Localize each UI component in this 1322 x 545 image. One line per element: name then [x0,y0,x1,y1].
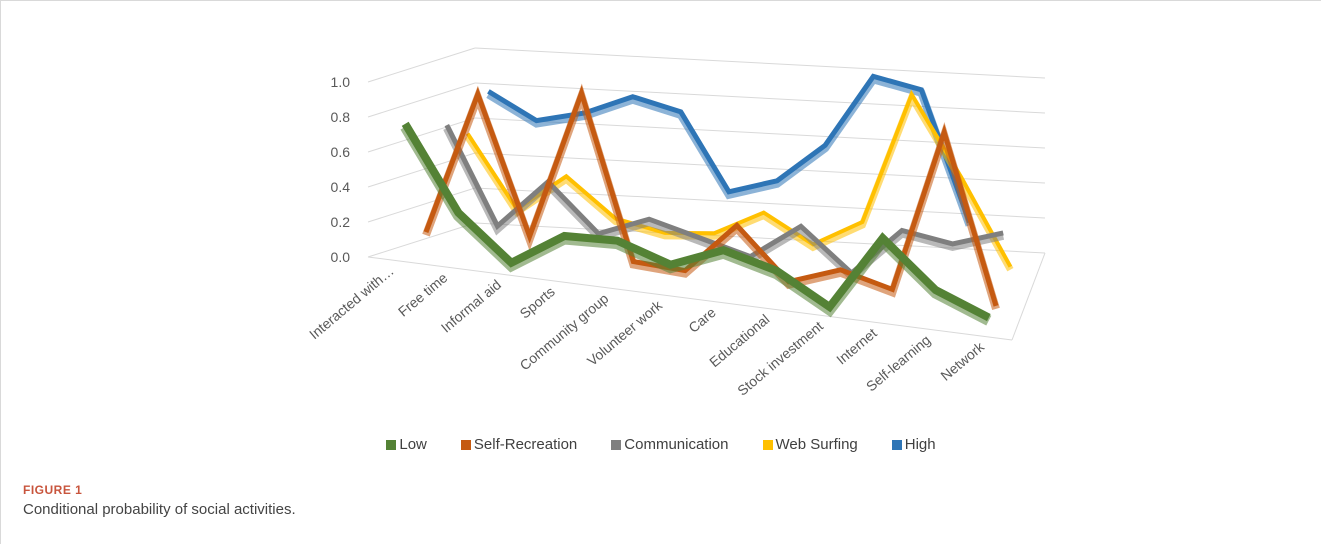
gridline-wall [367,117,476,153]
legend-swatch [891,439,902,450]
gridline-back [474,187,1046,219]
legend-swatch [762,439,773,450]
floor-front-edge [367,256,1013,341]
legend-swatch [611,439,622,450]
legend-label: Low [399,436,427,453]
legend-swatch [460,439,471,450]
y-tick-label: 0.8 [331,109,351,125]
legend-label: Self-Recreation [473,436,578,453]
gridline-back [474,47,1046,79]
legend-label: High [904,436,936,453]
x-tick-label: Care [685,304,719,336]
x-tick-label: Internet [833,325,880,368]
series-line [487,73,972,224]
y-tick-label: 0.0 [331,249,351,265]
legend-item: High [891,436,936,453]
legend-label: Web Surfing [775,436,858,453]
gridline-wall [367,82,476,118]
x-tick-label: Network [937,338,987,384]
y-tick-label: 0.4 [331,179,351,195]
figure-label: FIGURE 1 [23,483,83,497]
legend-item: Self-Recreation [460,436,578,453]
gridline-back [474,82,1046,114]
gridlines [367,47,1046,341]
gridline-wall [367,187,476,223]
y-tick-label: 1.0 [331,74,351,90]
chart-plot: 0.0 0.2 0.4 0.6 0.8 1.0 Interacted with…Free … [306,47,1046,399]
series-line-shadow [486,74,974,227]
series-line [465,89,1013,268]
legend-item: Web Surfing [762,436,858,453]
legend-item: Low [386,436,427,453]
gridline-wall [367,47,476,83]
series-lines [400,73,1014,326]
y-tick-label: 0.6 [331,144,351,160]
gridline-wall [367,222,476,258]
figure-caption-text: Conditional probability of social activi… [23,501,296,518]
y-tick-label: 0.2 [331,214,351,230]
x-tick-label: Sports [516,283,557,321]
x-tick-label: Free time [395,269,451,319]
chart-legend: Low Self-Recreation Communication Web Surfi… [0,436,1322,453]
figure-caption: FIGURE 1 Conditional probability of soci… [23,483,296,518]
series-line [401,121,991,322]
x-tick-label: Informal aid [438,276,504,335]
legend-label: Communication [624,436,729,453]
y-axis-ticks: 0.0 0.2 0.4 0.6 0.8 1.0 [331,74,351,265]
x-tick-label: Interacted with… [306,262,397,342]
legend-swatch [386,439,397,450]
floor-right-edge [1011,252,1046,341]
legend-item: Communication [611,436,729,453]
